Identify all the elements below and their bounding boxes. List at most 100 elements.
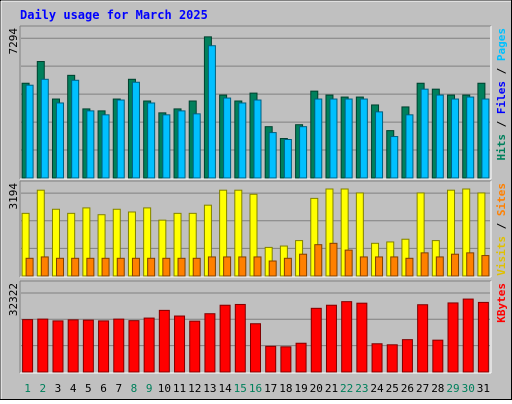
bar-sites-day-17 — [268, 260, 277, 277]
x-tick-label-day-28: 28 — [431, 382, 444, 395]
bar-sites-day-15 — [238, 256, 247, 277]
bar-files-day-11 — [177, 110, 186, 179]
bar-sites-day-6 — [101, 257, 110, 277]
x-tick-label-day-14: 14 — [218, 382, 232, 395]
bar-files-day-4 — [71, 79, 80, 179]
bar-files-day-2 — [40, 78, 49, 179]
bar-kbytes-day-29 — [447, 302, 459, 373]
bar-files-day-3 — [55, 102, 64, 179]
x-tick-label-day-15: 15 — [234, 382, 247, 395]
bar-files-day-24 — [375, 111, 384, 179]
x-tick-label-day-31: 31 — [477, 382, 490, 395]
bar-files-day-27 — [420, 88, 429, 179]
bar-files-day-29 — [451, 98, 460, 179]
bar-kbytes-day-24 — [371, 343, 383, 373]
bar-files-day-22 — [344, 98, 353, 179]
bar-sites-day-26 — [405, 257, 414, 277]
bar-sites-day-31 — [481, 255, 490, 277]
bar-sites-day-14 — [223, 256, 232, 277]
bar-files-day-15 — [238, 102, 247, 179]
panel-visits-ymax-label: 3194 — [7, 183, 20, 210]
bar-kbytes-day-1 — [22, 319, 34, 373]
x-tick-label-day-16: 16 — [249, 382, 262, 395]
bar-files-day-1 — [25, 84, 34, 179]
bar-kbytes-day-20 — [310, 307, 322, 373]
x-tick-label-day-17: 17 — [264, 382, 277, 395]
legend-entry: Hits — [495, 134, 508, 161]
x-tick-label-day-25: 25 — [386, 382, 399, 395]
bar-kbytes-day-18 — [280, 346, 292, 373]
legend-entry: / — [495, 114, 508, 134]
bar-kbytes-day-21 — [325, 304, 337, 373]
x-tick-label-day-7: 7 — [115, 382, 122, 395]
bar-sites-day-27 — [420, 252, 429, 277]
x-tick-label-day-26: 26 — [401, 382, 414, 395]
x-tick-label-day-23: 23 — [355, 382, 368, 395]
bar-files-day-14 — [223, 97, 232, 179]
bar-files-day-9 — [147, 102, 156, 179]
x-tick-label-day-24: 24 — [370, 382, 384, 395]
bar-sites-day-16 — [253, 256, 262, 277]
x-tick-label-day-2: 2 — [39, 382, 46, 395]
panel-hits-ymax-label: 7294 — [7, 28, 20, 55]
x-tick-label-day-21: 21 — [325, 382, 338, 395]
bar-sites-day-21 — [329, 242, 338, 277]
bar-files-day-20 — [314, 98, 323, 179]
bar-kbytes-day-10 — [158, 309, 170, 373]
bar-files-day-19 — [299, 126, 308, 179]
bar-files-day-25 — [390, 136, 399, 179]
bar-files-day-6 — [101, 114, 110, 179]
bar-kbytes-day-13 — [204, 313, 216, 373]
bar-kbytes-day-4 — [67, 319, 79, 373]
bar-kbytes-day-27 — [417, 304, 429, 373]
legend-entry: / — [495, 61, 508, 81]
bar-sites-day-11 — [177, 257, 186, 277]
bar-files-day-30 — [466, 96, 475, 179]
bar-files-day-31 — [481, 98, 490, 179]
x-tick-label-day-1: 1 — [24, 382, 31, 395]
x-tick-label-day-5: 5 — [85, 382, 92, 395]
bar-sites-day-29 — [451, 253, 460, 277]
bar-sites-day-7 — [116, 257, 125, 277]
panel-hits-legend: Hits / Files / Pages — [495, 28, 508, 161]
bar-sites-day-23 — [359, 256, 368, 277]
bar-kbytes-day-2 — [37, 318, 49, 373]
bar-files-day-8 — [131, 81, 140, 179]
bar-kbytes-day-11 — [174, 315, 186, 373]
x-tick-label-day-19: 19 — [294, 382, 307, 395]
bar-kbytes-day-7 — [113, 318, 125, 373]
bar-files-day-7 — [116, 99, 125, 179]
chart-panels: 7294 Hits / Files / Pages 3194 Visits / Sit… — [7, 25, 508, 374]
x-tick-label-day-11: 11 — [173, 382, 186, 395]
x-tick-label-day-3: 3 — [55, 382, 62, 395]
bar-kbytes-day-25 — [386, 344, 398, 373]
x-tick-label-day-13: 13 — [203, 382, 216, 395]
legend-entry: Pages — [495, 28, 508, 61]
bar-sites-day-8 — [131, 257, 140, 277]
bar-kbytes-day-19 — [295, 342, 307, 373]
bar-kbytes-day-28 — [432, 339, 444, 373]
bar-kbytes-day-9 — [143, 317, 155, 373]
panel-visits: 3194 Visits / Sites — [7, 180, 508, 278]
x-tick-label-day-9: 9 — [146, 382, 153, 395]
bar-sites-day-24 — [375, 256, 384, 277]
panel-kbytes-ymax-label: 32322 — [7, 283, 20, 316]
x-tick-label-day-30: 30 — [462, 382, 475, 395]
bar-kbytes-day-5 — [82, 319, 94, 373]
bar-sites-day-5 — [86, 257, 95, 277]
bar-kbytes-day-12 — [189, 320, 201, 373]
bar-kbytes-day-31 — [477, 301, 489, 373]
x-tick-label-day-10: 10 — [158, 382, 171, 395]
bar-kbytes-day-23 — [356, 302, 368, 373]
x-tick-label-day-22: 22 — [340, 382, 353, 395]
bar-sites-day-19 — [299, 253, 308, 277]
bar-sites-day-25 — [390, 256, 399, 277]
bar-sites-day-1 — [25, 257, 34, 277]
bar-sites-day-20 — [314, 244, 323, 277]
bar-kbytes-day-15 — [234, 303, 246, 373]
bar-kbytes-day-14 — [219, 304, 231, 373]
bar-kbytes-day-26 — [401, 339, 413, 373]
x-tick-label-day-18: 18 — [279, 382, 292, 395]
bar-files-day-28 — [435, 94, 444, 179]
